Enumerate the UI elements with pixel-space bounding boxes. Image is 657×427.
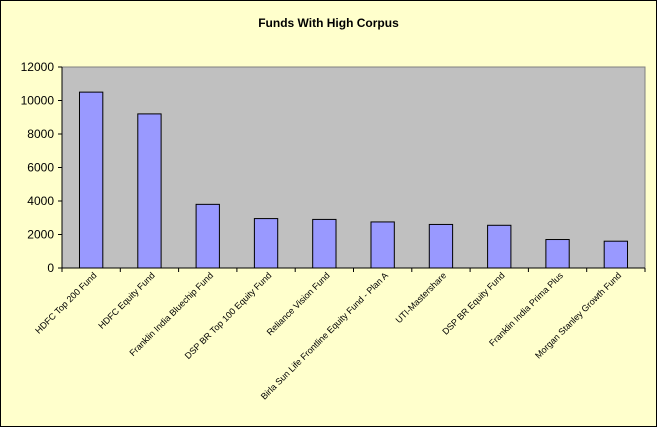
x-category-label: Birla Sun Life Frontline Equity Fund - P…: [259, 270, 390, 401]
bar: [78, 91, 104, 269]
y-tick-label: 2000: [27, 228, 54, 242]
x-category-label: UTI-Mastershare: [394, 270, 449, 325]
bar: [312, 218, 337, 269]
bar: [137, 113, 162, 269]
bar: [195, 203, 220, 269]
bar: [428, 223, 454, 269]
bar: [545, 239, 570, 269]
y-tick-label: 4000: [27, 194, 54, 208]
bar: [370, 221, 395, 269]
y-axis: 0 2000 4000 6000 8000 10000 12000: [21, 60, 63, 275]
y-tick-label: 8000: [27, 127, 54, 141]
y-tick-label: 0: [47, 261, 54, 275]
bar: [253, 218, 279, 269]
x-category-label: Reliance Vision Fund: [265, 270, 332, 337]
y-tick-label: 6000: [27, 161, 54, 175]
chart-title: Funds With High Corpus: [258, 16, 399, 30]
bar: [487, 224, 512, 269]
x-category-label: DSP BR Equity Fund: [440, 270, 506, 336]
bars: [78, 91, 629, 269]
y-tick-label: 12000: [21, 60, 55, 74]
y-tick-label: 10000: [21, 94, 55, 108]
x-category-label: HDFC Equity Fund: [96, 270, 156, 330]
x-category-label: HDFC Top 200 Fund: [33, 270, 98, 335]
bar: [603, 240, 629, 269]
